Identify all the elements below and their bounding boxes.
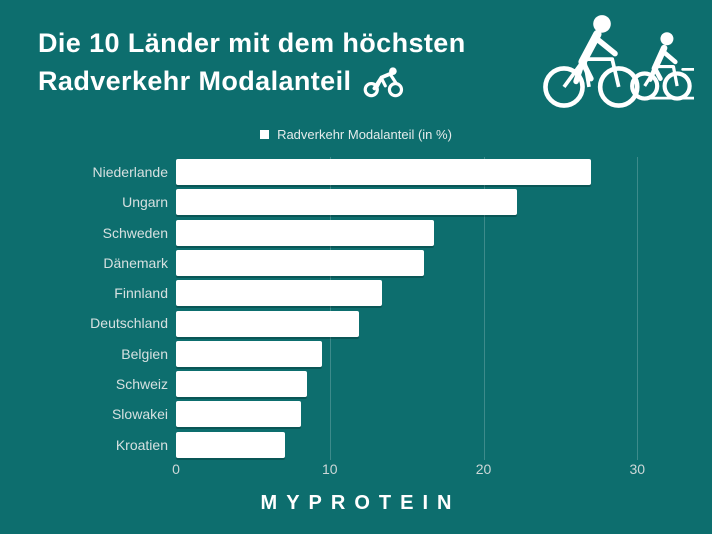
- category-label: Schweden: [102, 224, 168, 241]
- gridline-30: [637, 157, 639, 460]
- brand-logo: MYPROTEIN: [260, 492, 461, 514]
- bar-chart-plot-area: [176, 157, 668, 460]
- bar: [176, 249, 424, 276]
- category-label: Finnland: [114, 285, 168, 302]
- category-label: Deutschland: [90, 315, 168, 332]
- category-label: Belgien: [121, 345, 168, 362]
- legend-swatch: [260, 130, 270, 139]
- gridline-10: [329, 157, 331, 460]
- category-label: Slowakei: [111, 406, 168, 423]
- category-label: Schweiz: [115, 376, 168, 393]
- chart-legend: Radverkehr Modalanteil (in %): [0, 127, 712, 142]
- category-label: Niederlande: [92, 164, 169, 180]
- category-label: Dänemark: [103, 254, 168, 271]
- bar: [176, 340, 323, 367]
- bar: [176, 431, 286, 458]
- legend-label: Radverkehr Modalanteil (in %): [277, 127, 452, 142]
- page-title: Die 10 Länder mit dem höchsten Radverkeh…: [38, 24, 466, 100]
- bar: [176, 310, 359, 337]
- y-axis-category-labels: Niederlande Ungarn Schweden Dänemark Finnlan…: [0, 157, 168, 460]
- bar: [176, 219, 435, 246]
- title-line-1: Die 10 Länder mit dem höchsten: [38, 28, 466, 58]
- gridline-20: [483, 157, 485, 460]
- category-label: Kroatien: [115, 436, 168, 453]
- x-tick-label: 30: [629, 461, 646, 477]
- bar: [176, 280, 383, 307]
- cyclist-icon: [364, 67, 404, 98]
- category-label: Ungarn: [122, 194, 168, 211]
- bar: [176, 371, 307, 398]
- bar: [176, 159, 592, 185]
- x-tick-label: 20: [475, 461, 492, 477]
- x-tick-label: 0: [172, 461, 180, 477]
- x-axis-tick-labels: 0 10 20 30: [172, 461, 668, 481]
- bar: [176, 401, 301, 428]
- two-cyclists-icon: [543, 15, 694, 108]
- title-line-2: Radverkehr Modalanteil: [38, 66, 352, 96]
- x-tick-label: 10: [321, 461, 338, 477]
- bar: [176, 189, 518, 216]
